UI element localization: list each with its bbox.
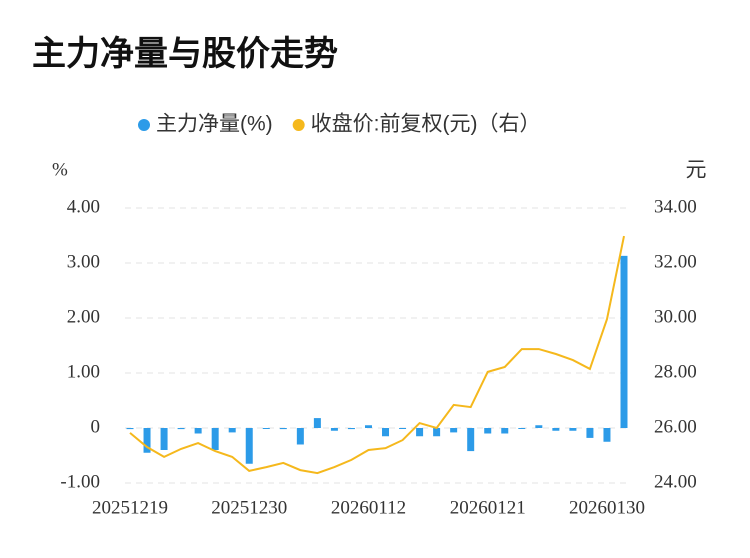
y2-tick-label: 32.00 — [654, 251, 697, 272]
y-tick-label: 1.00 — [67, 361, 100, 382]
bar — [467, 428, 475, 452]
bar — [450, 428, 458, 433]
price-line — [129, 235, 625, 475]
x-tick-label: 20260121 — [450, 497, 526, 518]
legend-marker — [138, 119, 150, 131]
x-tick-label: 20260130 — [569, 497, 645, 518]
bar — [620, 255, 628, 428]
legend-label: 主力净量(%) — [156, 113, 273, 136]
bar — [228, 428, 236, 433]
bar — [296, 428, 304, 445]
bar — [160, 428, 168, 450]
y2-tick-label: 26.00 — [654, 416, 697, 437]
y-tick-label: 3.00 — [67, 251, 100, 272]
bar — [399, 428, 407, 429]
x-tick-label: 20251230 — [211, 497, 287, 518]
bar — [518, 428, 526, 429]
bar — [347, 428, 355, 430]
bar — [416, 428, 424, 437]
chart-title: 主力净量与股价走势 — [32, 35, 338, 73]
y2-axis-label: 元 — [686, 159, 707, 182]
bar — [586, 428, 594, 438]
y-tick-label: 0 — [91, 416, 101, 437]
y2-tick-label: 30.00 — [654, 306, 697, 327]
bar — [484, 428, 492, 434]
y2-tick-label: 34.00 — [654, 196, 697, 217]
legend-label: 收盘价:前复权(元)（右） — [311, 113, 541, 136]
y-tick-label: 4.00 — [67, 196, 100, 217]
y-tick-label: 2.00 — [67, 306, 100, 327]
bar — [143, 428, 151, 453]
bar — [433, 428, 441, 437]
bar — [501, 428, 509, 434]
y2-tick-label: 28.00 — [654, 361, 697, 382]
y2-tick-label: 24.00 — [654, 471, 697, 492]
bar — [245, 428, 253, 464]
bar — [194, 428, 202, 434]
x-tick-label: 20260112 — [331, 497, 406, 518]
bar — [279, 428, 287, 430]
y-axis-label: % — [52, 159, 68, 180]
x-tick-label: 20251219 — [92, 497, 168, 518]
bar — [552, 428, 560, 431]
bar — [603, 428, 611, 442]
bar — [330, 428, 338, 431]
bar — [382, 428, 390, 437]
bar — [262, 428, 270, 429]
bar — [211, 428, 219, 450]
bar — [364, 425, 372, 428]
y-tick-label: -1.00 — [60, 471, 100, 492]
bar — [313, 418, 321, 428]
bar — [569, 428, 577, 431]
bar — [535, 425, 543, 428]
bar — [177, 428, 185, 430]
legend-marker — [292, 119, 305, 131]
bar — [126, 428, 134, 430]
